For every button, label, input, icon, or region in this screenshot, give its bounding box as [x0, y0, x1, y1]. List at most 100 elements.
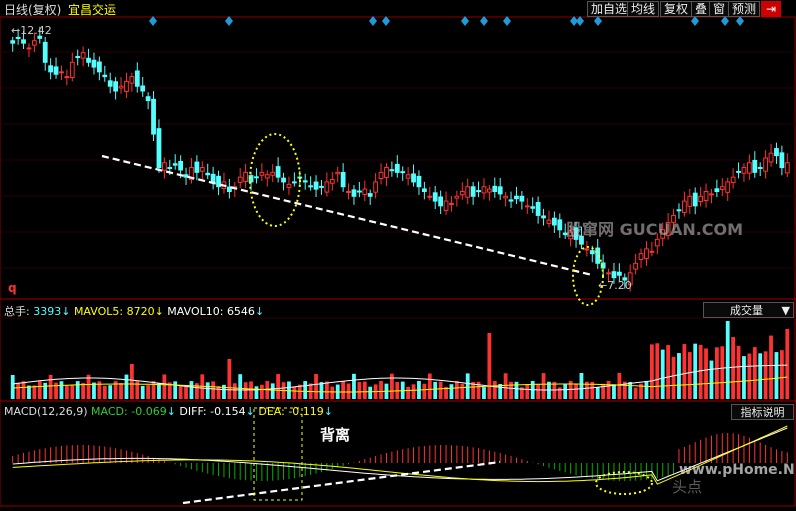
volume-bar [54, 382, 58, 399]
candle [589, 250, 595, 255]
candle [438, 196, 444, 207]
candle [432, 192, 438, 202]
volume-bar [595, 387, 600, 399]
volume-bar [498, 383, 503, 399]
low-price-marker: ←7.20 [598, 279, 632, 292]
volume-bar [444, 386, 448, 399]
candle [37, 35, 43, 39]
event-marker [570, 16, 578, 26]
volume-bar [628, 381, 633, 399]
volume-ma5-line [12, 364, 788, 391]
volume-bar [449, 384, 454, 399]
candle [546, 219, 552, 224]
panel-close-icon[interactable]: ⇥ [761, 1, 781, 17]
candle [470, 186, 476, 197]
candle [698, 195, 704, 202]
candle [302, 180, 308, 183]
candle [709, 193, 714, 196]
volume-bar [487, 333, 492, 399]
candle [725, 181, 731, 193]
candle [75, 56, 81, 59]
volume-bar [297, 384, 302, 399]
volume-bar [427, 373, 432, 399]
volume-bar [655, 343, 660, 399]
volume-bar [27, 385, 31, 399]
candle [264, 174, 270, 179]
volume-bar [622, 381, 627, 399]
volume-bar [687, 352, 692, 399]
candle [644, 248, 649, 259]
volume-bar [584, 381, 589, 399]
candle [205, 172, 211, 176]
volume-bar [227, 359, 232, 399]
event-marker [149, 16, 157, 26]
macd-ellipse [595, 471, 653, 495]
toolbar-forecast[interactable]: 预测 [728, 1, 761, 17]
volume-bar [357, 382, 362, 399]
candle [118, 85, 124, 89]
candle [606, 272, 611, 275]
toolbar-adjust[interactable]: 复权 [660, 1, 693, 17]
stock-name: 宜昌交运 [68, 3, 117, 17]
volume-bar [270, 383, 275, 399]
candle [172, 163, 178, 166]
candle [129, 76, 135, 84]
volume-bar [379, 381, 383, 399]
volume-bar [119, 382, 123, 399]
candle [486, 188, 492, 193]
volume-bar [731, 337, 736, 399]
candle [194, 161, 200, 173]
candle [768, 152, 774, 163]
volume-bar [243, 382, 248, 399]
candle [319, 185, 324, 188]
candle [80, 52, 86, 59]
candle [59, 71, 64, 74]
volume-bar [254, 386, 259, 399]
candle [156, 128, 162, 169]
candle [145, 96, 151, 102]
volume-bar [725, 321, 730, 399]
toolbar-ma[interactable]: 均线 [627, 1, 660, 17]
macd-highlight-box [253, 407, 303, 501]
toolbar-add-watchlist[interactable]: 加自选 [587, 1, 632, 17]
toolbar-overlay[interactable]: 叠 [691, 1, 712, 17]
volume-bar [769, 335, 773, 399]
candle [649, 250, 655, 253]
volume-bar [471, 381, 476, 399]
volume-bar [368, 386, 373, 399]
toolbar-window[interactable]: 窗 [709, 1, 730, 17]
volume-bar [704, 348, 708, 399]
event-marker [461, 16, 469, 26]
event-marker [369, 16, 377, 26]
volume-bar [184, 384, 188, 399]
volume-bar [216, 386, 221, 399]
candle [373, 181, 379, 193]
macd-header: MACD(12,26,9) MACD: -0.069↓ DIFF: -0.154… [4, 405, 333, 418]
candle [757, 166, 763, 169]
volume-bar [677, 353, 681, 399]
candle [459, 191, 465, 196]
candle [281, 177, 286, 183]
candle [611, 271, 617, 279]
candle [216, 175, 221, 188]
volume-bar [714, 347, 719, 399]
volume-indicator-dropdown[interactable]: 成交量 ▼ [703, 302, 794, 318]
indicator-help-button[interactable]: 指标说明 [731, 404, 794, 420]
volume-bar [682, 344, 687, 399]
volume-bar [124, 374, 129, 399]
candle [681, 200, 687, 213]
candle [405, 174, 411, 179]
event-marker [503, 16, 511, 26]
candle [449, 202, 454, 205]
volume-bar [70, 385, 75, 399]
candle [340, 172, 346, 188]
volume-bar [720, 346, 725, 399]
volume-bar [433, 381, 438, 399]
volume-bar [752, 347, 757, 399]
volume-bar [129, 364, 134, 399]
candle [736, 170, 741, 173]
event-marker [225, 16, 233, 26]
candle [551, 217, 557, 226]
volume-bar [37, 381, 42, 399]
candle [69, 61, 75, 78]
